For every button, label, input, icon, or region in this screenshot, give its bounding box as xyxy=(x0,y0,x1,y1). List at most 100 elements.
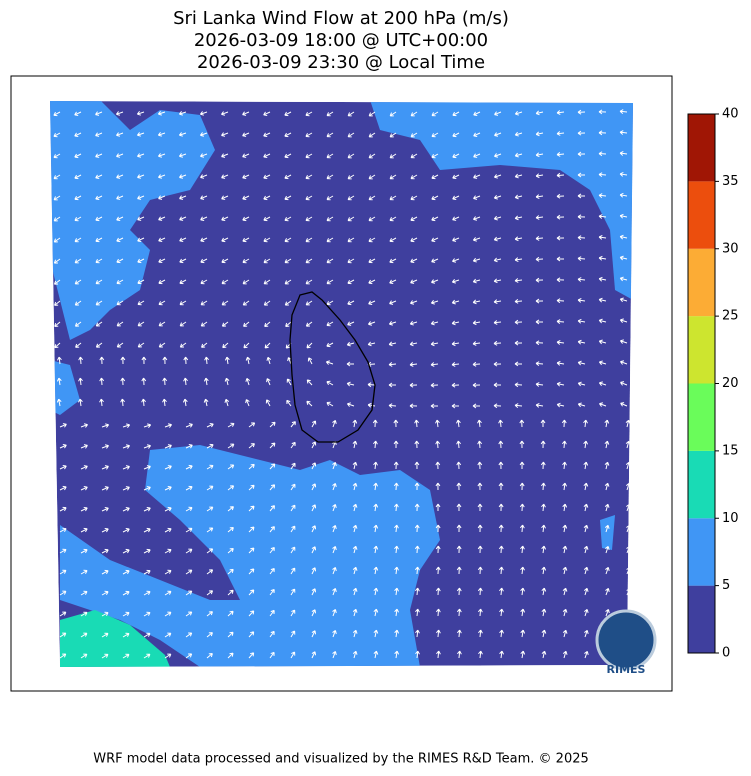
wind-arrow xyxy=(185,632,193,638)
colorbar-tick-label: 5 xyxy=(722,578,730,593)
wind-arrow xyxy=(577,256,586,262)
wind-arrow xyxy=(409,403,418,409)
wind-arrow xyxy=(556,319,565,324)
wind-arrow xyxy=(248,589,255,596)
wind-arrow xyxy=(452,132,460,138)
wind-arrow xyxy=(431,195,439,201)
wind-arrow xyxy=(265,399,271,407)
wind-arrow xyxy=(409,320,418,326)
wind-arrow xyxy=(451,341,460,347)
wind-arrow xyxy=(535,110,544,116)
wind-arrow xyxy=(101,465,109,470)
wind-arrow xyxy=(221,279,229,285)
wind-arrow xyxy=(158,342,166,348)
coastline xyxy=(289,291,376,443)
wind-arrow xyxy=(473,216,481,221)
wind-arrow xyxy=(352,524,358,533)
wind-arrow xyxy=(221,195,229,200)
wind-arrow xyxy=(185,506,193,512)
wind-arrow xyxy=(347,279,355,285)
wind-arrow xyxy=(514,110,523,116)
wind-arrow xyxy=(556,277,565,283)
wind-arrow xyxy=(101,486,109,491)
wind-arrow xyxy=(456,566,462,575)
wind-arrow xyxy=(498,461,504,470)
wind-arrow xyxy=(53,195,61,201)
wind-arrow xyxy=(619,109,628,114)
wind-arrow xyxy=(284,174,292,180)
wind-arrow xyxy=(535,256,544,262)
wind-arrow xyxy=(242,111,250,116)
wind-arrow xyxy=(472,278,481,284)
wind-arrow xyxy=(185,548,193,554)
wind-arrow xyxy=(122,527,130,533)
wind-arrow xyxy=(435,461,441,470)
wind-arrow xyxy=(347,195,355,201)
wind-arrow xyxy=(562,587,568,596)
wind-arrow xyxy=(451,279,460,284)
wind-arrow xyxy=(352,566,358,575)
wind-arrow xyxy=(519,482,525,491)
wind-arrow xyxy=(179,300,187,306)
wind-arrow xyxy=(457,650,462,659)
wind-arrow xyxy=(137,321,145,327)
wind-arrow xyxy=(493,320,502,325)
wind-arrow xyxy=(264,321,271,328)
wind-arrow xyxy=(53,153,61,159)
wind-arrow xyxy=(242,258,250,264)
wind-arrow xyxy=(430,341,439,347)
wind-arrow xyxy=(541,587,547,596)
wind-arrow xyxy=(162,377,168,386)
wind-arrow xyxy=(164,465,172,470)
wind-arrow xyxy=(393,440,399,449)
wind-arrow xyxy=(373,503,379,512)
wind-arrow xyxy=(493,215,502,221)
wind-arrow xyxy=(245,399,250,407)
wind-arrow xyxy=(604,419,610,428)
wind-arrow xyxy=(200,237,208,243)
wind-arrow xyxy=(290,609,296,617)
wind-arrow xyxy=(179,279,187,285)
wind-arrow xyxy=(414,440,420,449)
wind-arrow xyxy=(101,548,109,554)
wind-arrow xyxy=(410,132,418,138)
wind-arrow xyxy=(352,440,358,449)
wind-arrow xyxy=(59,444,67,449)
wind-arrow xyxy=(99,356,105,365)
wind-arrow xyxy=(306,400,313,407)
wind-arrow xyxy=(305,174,313,180)
wind-arrow xyxy=(431,111,439,117)
wind-arrow xyxy=(179,342,187,348)
wind-arrow xyxy=(137,174,145,179)
wind-arrow xyxy=(137,153,145,158)
wind-arrow xyxy=(368,195,376,201)
wind-arrow xyxy=(74,111,82,116)
wind-arrow xyxy=(227,527,234,533)
wind-arrow xyxy=(178,111,187,116)
wind-arrow xyxy=(452,153,460,159)
wind-arrow xyxy=(604,524,610,533)
wind-arrow xyxy=(604,482,610,491)
wind-arrow xyxy=(373,482,379,491)
wind-arrow xyxy=(185,527,193,533)
wind-arrow xyxy=(577,381,586,387)
wind-arrow xyxy=(520,587,525,596)
wind-arrow xyxy=(472,403,481,409)
wind-arrow xyxy=(78,377,83,386)
wind-arrow xyxy=(227,443,235,449)
wind-arrow xyxy=(410,111,418,117)
wind-arrow xyxy=(185,444,193,449)
wind-arrow xyxy=(326,279,334,285)
wind-arrow xyxy=(619,151,628,156)
wind-arrow xyxy=(493,382,502,388)
wind-arrow xyxy=(598,214,607,219)
wind-arrow xyxy=(326,174,334,180)
wind-arrow xyxy=(556,110,565,115)
colorbar-segment xyxy=(688,181,715,249)
wind-arrow xyxy=(605,566,610,575)
wind-arrow xyxy=(472,257,481,263)
wind-arrow xyxy=(556,340,565,345)
wind-arrow xyxy=(162,356,168,365)
wind-arrow xyxy=(373,587,379,596)
wind-arrow xyxy=(583,461,589,470)
